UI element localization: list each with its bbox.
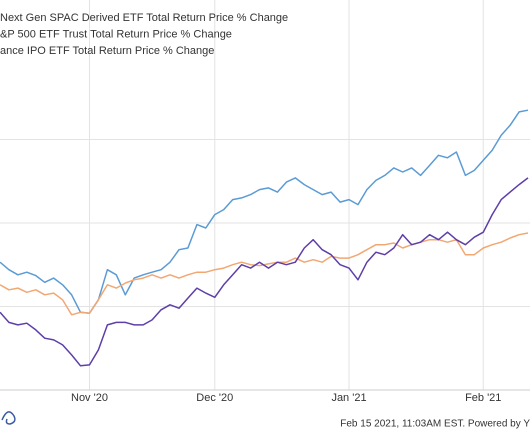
legend-label: ance IPO ETF Total Return Price % Change [0,45,214,57]
footer: Feb 15 2021, 11:03AM EST. Powered by Y [340,419,530,430]
x-tick-label: Dec '20 [196,392,233,404]
plot: Nov '20 Dec '20 Jan '21 Feb '21 Next Gen SPA… [0,0,530,404]
x-tick-label: Feb '21 [465,392,501,404]
x-tick-label: Jan '21 [331,392,366,404]
series-line [0,232,529,316]
legend-label: &P 500 ETF Trust Total Return Price % Ch… [0,28,232,40]
logo-swirl [1,411,16,425]
x-tick-label: Nov '20 [71,392,108,404]
logo [1,411,16,425]
series-line [0,109,529,314]
legend-label: Next Gen SPAC Derived ETF Total Return P… [0,12,288,24]
series-line [0,177,529,367]
